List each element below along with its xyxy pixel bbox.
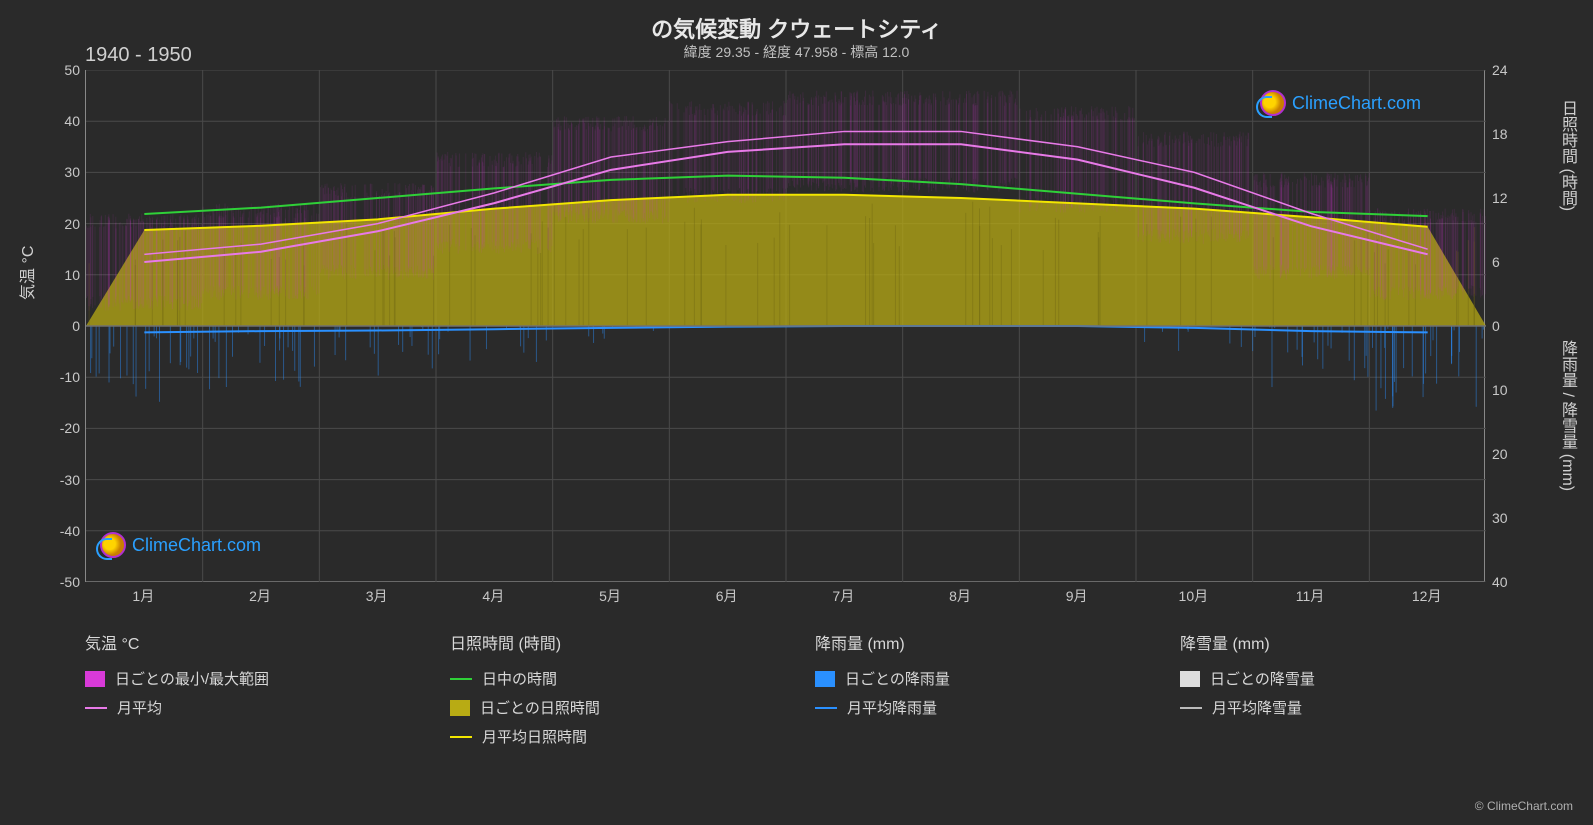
legend-swatch	[85, 707, 107, 709]
ytick-right-hours: 12	[1492, 190, 1508, 206]
climechart-icon	[1260, 90, 1286, 116]
ytick-left: 20	[64, 216, 80, 232]
legend-item: 日ごとの最小/最大範囲	[85, 668, 390, 689]
legend-label: 日中の時間	[482, 668, 557, 689]
plot-svg	[86, 70, 1486, 582]
legend-item: 月平均降雪量	[1180, 697, 1485, 718]
legend-swatch	[450, 736, 472, 738]
legend-col-sunshine: 日照時間 (時間) 日中の時間日ごとの日照時間月平均日照時間	[450, 630, 755, 755]
legend-item: 日ごとの降雨量	[815, 668, 1120, 689]
brand-text: ClimeChart.com	[1292, 93, 1421, 114]
credit-text: © ClimeChart.com	[1475, 799, 1573, 813]
ytick-left: -40	[60, 523, 80, 539]
legend-title: 降雪量 (mm)	[1180, 630, 1485, 654]
legend-swatch	[450, 678, 472, 680]
xtick-month: 3月	[366, 586, 388, 606]
xtick-month: 11月	[1296, 586, 1325, 606]
ytick-right-mm: 20	[1492, 446, 1508, 462]
legend-swatch	[815, 707, 837, 709]
ytick-left: -10	[60, 369, 80, 385]
brand-logo-bottom: ClimeChart.com	[100, 532, 261, 558]
legend-swatch	[85, 671, 105, 687]
legend-title: 降雨量 (mm)	[815, 630, 1120, 654]
legend-label: 日ごとの最小/最大範囲	[115, 668, 269, 689]
legend-label: 月平均日照時間	[482, 726, 587, 747]
legend-label: 日ごとの日照時間	[480, 697, 600, 718]
legend-col-rain: 降雨量 (mm) 日ごとの降雨量月平均降雨量	[815, 630, 1120, 755]
ytick-right-hours: 24	[1492, 62, 1508, 78]
ytick-left: 10	[64, 267, 80, 283]
legend-swatch	[1180, 671, 1200, 687]
climechart-icon	[100, 532, 126, 558]
brand-logo-top: ClimeChart.com	[1260, 90, 1421, 116]
ytick-left: 0	[72, 318, 80, 334]
ytick-right-hours: 6	[1492, 254, 1500, 270]
legend-item: 日ごとの降雪量	[1180, 668, 1485, 689]
legend-label: 月平均降雨量	[847, 697, 937, 718]
ytick-left: 30	[64, 164, 80, 180]
legend-title: 日照時間 (時間)	[450, 630, 755, 654]
xtick-month: 10月	[1179, 586, 1209, 606]
legend-swatch	[1180, 707, 1202, 709]
xtick-month: 1月	[132, 586, 154, 606]
legend-item: 月平均	[85, 697, 390, 718]
xtick-month: 4月	[482, 586, 504, 606]
ytick-right-mm: 10	[1492, 382, 1508, 398]
legend-item: 月平均降雨量	[815, 697, 1120, 718]
legend-item: 月平均日照時間	[450, 726, 755, 747]
plot-area	[85, 70, 1485, 582]
legend-col-temp: 気温 °C 日ごとの最小/最大範囲月平均	[85, 630, 390, 755]
legend-label: 月平均	[117, 697, 162, 718]
y-axis-right-top-label: 日照時間 (時間)	[1555, 100, 1579, 211]
xtick-month: 5月	[599, 586, 621, 606]
xtick-month: 7月	[832, 586, 854, 606]
brand-text: ClimeChart.com	[132, 535, 261, 556]
chart-subtitle: 緯度 29.35 - 経度 47.958 - 標高 12.0	[0, 42, 1593, 62]
xtick-month: 12月	[1412, 586, 1442, 606]
legend-swatch	[815, 671, 835, 687]
ytick-left: 40	[64, 113, 80, 129]
legend-item: 日ごとの日照時間	[450, 697, 755, 718]
ytick-left: -20	[60, 420, 80, 436]
legend-item: 日中の時間	[450, 668, 755, 689]
legend: 気温 °C 日ごとの最小/最大範囲月平均 日照時間 (時間) 日中の時間日ごとの…	[85, 630, 1485, 755]
ytick-right-hours: 18	[1492, 126, 1508, 142]
ytick-left: -50	[60, 574, 80, 590]
chart-title: の気候変動 クウェートシティ	[0, 12, 1593, 44]
chart-period: 1940 - 1950	[85, 44, 192, 67]
y-axis-left-label: 気温 °C	[14, 246, 38, 300]
xtick-month: 9月	[1066, 586, 1088, 606]
y-axis-right-bottom-label: 降雨量 / 降雪量 (mm)	[1555, 340, 1579, 491]
climate-chart: の気候変動 クウェートシティ 緯度 29.35 - 経度 47.958 - 標高…	[0, 0, 1593, 825]
ytick-right-hours: 0	[1492, 318, 1500, 334]
ytick-left: 50	[64, 62, 80, 78]
xtick-month: 8月	[949, 586, 971, 606]
legend-label: 日ごとの降雨量	[845, 668, 950, 689]
ytick-right-mm: 30	[1492, 510, 1508, 526]
xtick-month: 2月	[249, 586, 271, 606]
legend-title: 気温 °C	[85, 630, 390, 654]
legend-label: 月平均降雪量	[1212, 697, 1302, 718]
ytick-left: -30	[60, 472, 80, 488]
legend-swatch	[450, 700, 470, 716]
legend-col-snow: 降雪量 (mm) 日ごとの降雪量月平均降雪量	[1180, 630, 1485, 755]
xtick-month: 6月	[716, 586, 738, 606]
ytick-right-mm: 40	[1492, 574, 1508, 590]
legend-label: 日ごとの降雪量	[1210, 668, 1315, 689]
